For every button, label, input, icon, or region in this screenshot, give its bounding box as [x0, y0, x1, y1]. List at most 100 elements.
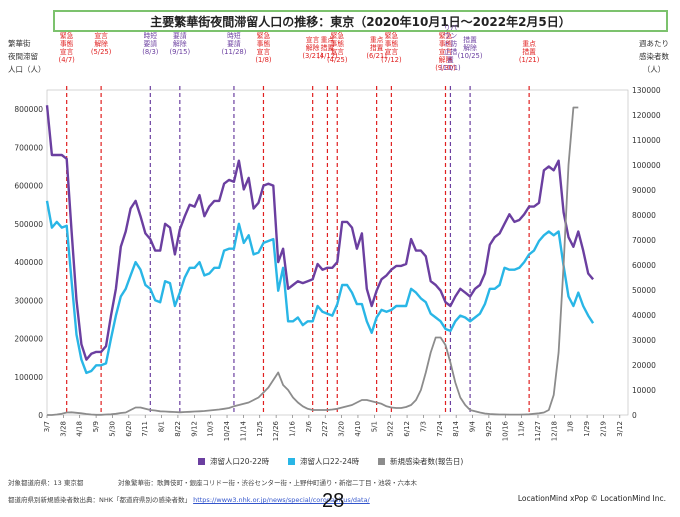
y-axis-left-label-line: 繁華街	[8, 39, 31, 48]
x-tick-label: 2/6	[305, 420, 313, 432]
y-left-tick-label: 700000	[14, 143, 43, 152]
event-label: 緊急事態宣言解除(9/30)	[435, 31, 456, 72]
x-tick-label: 5/30	[108, 421, 116, 437]
y-right-tick-label: 120000	[632, 111, 661, 120]
event-label: 時短要請(8/3)	[142, 31, 159, 56]
legend-item-dwell-20-22: 滞留人口20-22時	[198, 456, 269, 467]
footer-pref: 対象都道府県：13 東京都	[8, 479, 84, 487]
y-right-tick-label: 0	[632, 411, 637, 420]
y-right-tick-label: 20000	[632, 361, 656, 370]
y-right-tick-label: 60000	[632, 261, 656, 270]
y-left-tick-label: 500000	[14, 220, 43, 229]
x-tick-label: 6/20	[125, 421, 133, 437]
y-right-tick-label: 100000	[632, 161, 661, 170]
y-right-tick-label: 40000	[632, 311, 656, 320]
legend-label: 滞留人口20-22時	[210, 457, 270, 466]
x-tick-label: 2/27	[321, 421, 329, 437]
y-left-tick-label: 400000	[14, 258, 43, 267]
event-label: 緊急事態宣言(1/8)	[255, 31, 272, 64]
legend-swatch-gray	[378, 458, 385, 465]
x-tick-label: 9/12	[190, 421, 198, 437]
x-tick-label: 12/18	[550, 421, 558, 441]
x-tick-label: 11/27	[534, 421, 542, 441]
y-axis-left-label: 繁華街 夜間滞留 人口（人）	[8, 37, 52, 76]
y-axis-right-label: 週あたり 感染者数 （人）	[632, 37, 676, 76]
event-label: 宣言解除(3/21)	[302, 35, 323, 60]
y-axis-left-label-line: 人口（人）	[8, 65, 46, 74]
x-tick-label: 11/6	[518, 420, 526, 436]
legend-swatch-purple	[198, 458, 205, 465]
legend-item-new-cases: 新規感染者数(報告日)	[378, 456, 463, 467]
event-label: 時短要請(11/28)	[221, 31, 246, 56]
footer-areas: 対象繁華街：歌舞伎町・銀座コリドー街・渋谷センター街・上野仲町通り・新宿二丁目・…	[118, 479, 417, 487]
y-right-tick-label: 70000	[632, 236, 656, 245]
x-tick-label: 3/7	[43, 421, 51, 432]
legend-swatch-blue	[288, 458, 295, 465]
chart-title: 主要繁華街夜間滞留人口の推移：東京（2020年10月1日〜2022年2月5日）	[150, 14, 571, 29]
x-tick-label: 3/20	[338, 421, 346, 437]
x-tick-label: 1/29	[583, 421, 591, 437]
event-label: 緊急事態宣言(7/12)	[381, 31, 402, 64]
x-tick-label: 3/12	[616, 421, 624, 437]
y-right-tick-label: 30000	[632, 336, 656, 345]
series-line-new-cases	[47, 106, 579, 416]
page-number: 28	[322, 490, 345, 512]
event-label: 緊急事態宣言(4/7)	[59, 31, 76, 64]
legend-item-dwell-22-24: 滞留人口22-24時	[288, 456, 359, 467]
legend-label: 新規感染者数(報告日)	[390, 457, 464, 466]
x-tick-label: 7/24	[436, 420, 444, 436]
y-left-tick-label: 600000	[14, 182, 43, 191]
series-line-dwell-20-22	[45, 105, 595, 361]
y-axis-left-label-line: 夜間滞留	[8, 52, 38, 61]
x-tick-label: 5/9	[92, 421, 100, 432]
y-axis-right-label-line: （人）	[642, 65, 666, 74]
x-tick-label: 3/28	[59, 421, 67, 437]
y-left-tick-label: 100000	[14, 373, 43, 382]
y-right-tick-label: 110000	[632, 136, 661, 145]
event-label: 重点措置(1/21)	[519, 40, 540, 64]
x-tick-label: 2/19	[599, 421, 607, 437]
y-left-tick-label: 300000	[14, 296, 43, 305]
y-axis-right-label-line: 感染者数	[639, 52, 669, 61]
x-tick-label: 10/24	[223, 420, 231, 441]
x-tick-label: 8/22	[174, 421, 182, 437]
event-label: 措置解除(10/25)	[458, 35, 483, 60]
x-tick-label: 12/26	[272, 420, 280, 441]
x-tick-label: 1/8	[567, 421, 575, 432]
y-left-tick-label: 800000	[14, 105, 43, 114]
event-label: 要請解除(9/15)	[170, 31, 191, 56]
y-right-tick-label: 90000	[632, 186, 656, 195]
y-right-tick-label: 80000	[632, 211, 656, 220]
y-left-tick-label: 0	[38, 411, 43, 420]
event-label: 緊急事態宣言(4/25)	[327, 31, 348, 64]
x-tick-label: 7/3	[419, 421, 427, 432]
legend-label: 滞留人口22-24時	[300, 457, 360, 466]
credit: LocationMind xPop © LocationMind Inc.	[517, 494, 666, 503]
x-tick-label: 10/3	[207, 421, 215, 437]
series-line-dwell-22-24	[45, 200, 595, 375]
y-right-tick-label: 10000	[632, 386, 656, 395]
x-tick-label: 5/22	[387, 421, 395, 437]
event-label: 重点措置(6/21)	[366, 36, 387, 60]
x-tick-label: 12/5	[256, 421, 264, 437]
x-tick-label: 4/18	[76, 421, 84, 437]
y-axis-right-label-line: 週あたり	[639, 39, 669, 48]
event-label: 宣言解除(5/25)	[91, 31, 112, 56]
footer-source-link[interactable]: https://www3.nhk.or.jp/news/special/coro…	[193, 496, 370, 504]
event-label: リバウンド防止措置(10/1)	[440, 24, 461, 72]
x-tick-label: 9/25	[485, 421, 493, 437]
y-right-tick-label: 50000	[632, 286, 656, 295]
x-tick-label: 8/1	[158, 421, 166, 432]
x-tick-label: 4/10	[354, 421, 362, 437]
x-tick-label: 10/16	[501, 420, 509, 441]
footer-source: 都道府県別新規感染者数出典：NHK「都道府県別の感染者数」 https://ww…	[8, 494, 370, 504]
x-tick-label: 11/14	[239, 420, 247, 441]
x-tick-label: 5/1	[370, 421, 378, 432]
footer-source-prefix: 都道府県別新規感染者数出典：NHK「都道府県別の感染者数」	[8, 496, 192, 504]
chart-title-box: 主要繁華街夜間滞留人口の推移：東京（2020年10月1日〜2022年2月5日）	[53, 10, 668, 32]
x-tick-label: 1/16	[288, 420, 296, 436]
line-chart: 0100000200000300000400000500000600000700…	[14, 24, 661, 441]
x-tick-label: 6/12	[403, 421, 411, 437]
x-tick-label: 7/11	[141, 421, 149, 437]
event-label: 重点措置(4/12)	[317, 36, 338, 60]
